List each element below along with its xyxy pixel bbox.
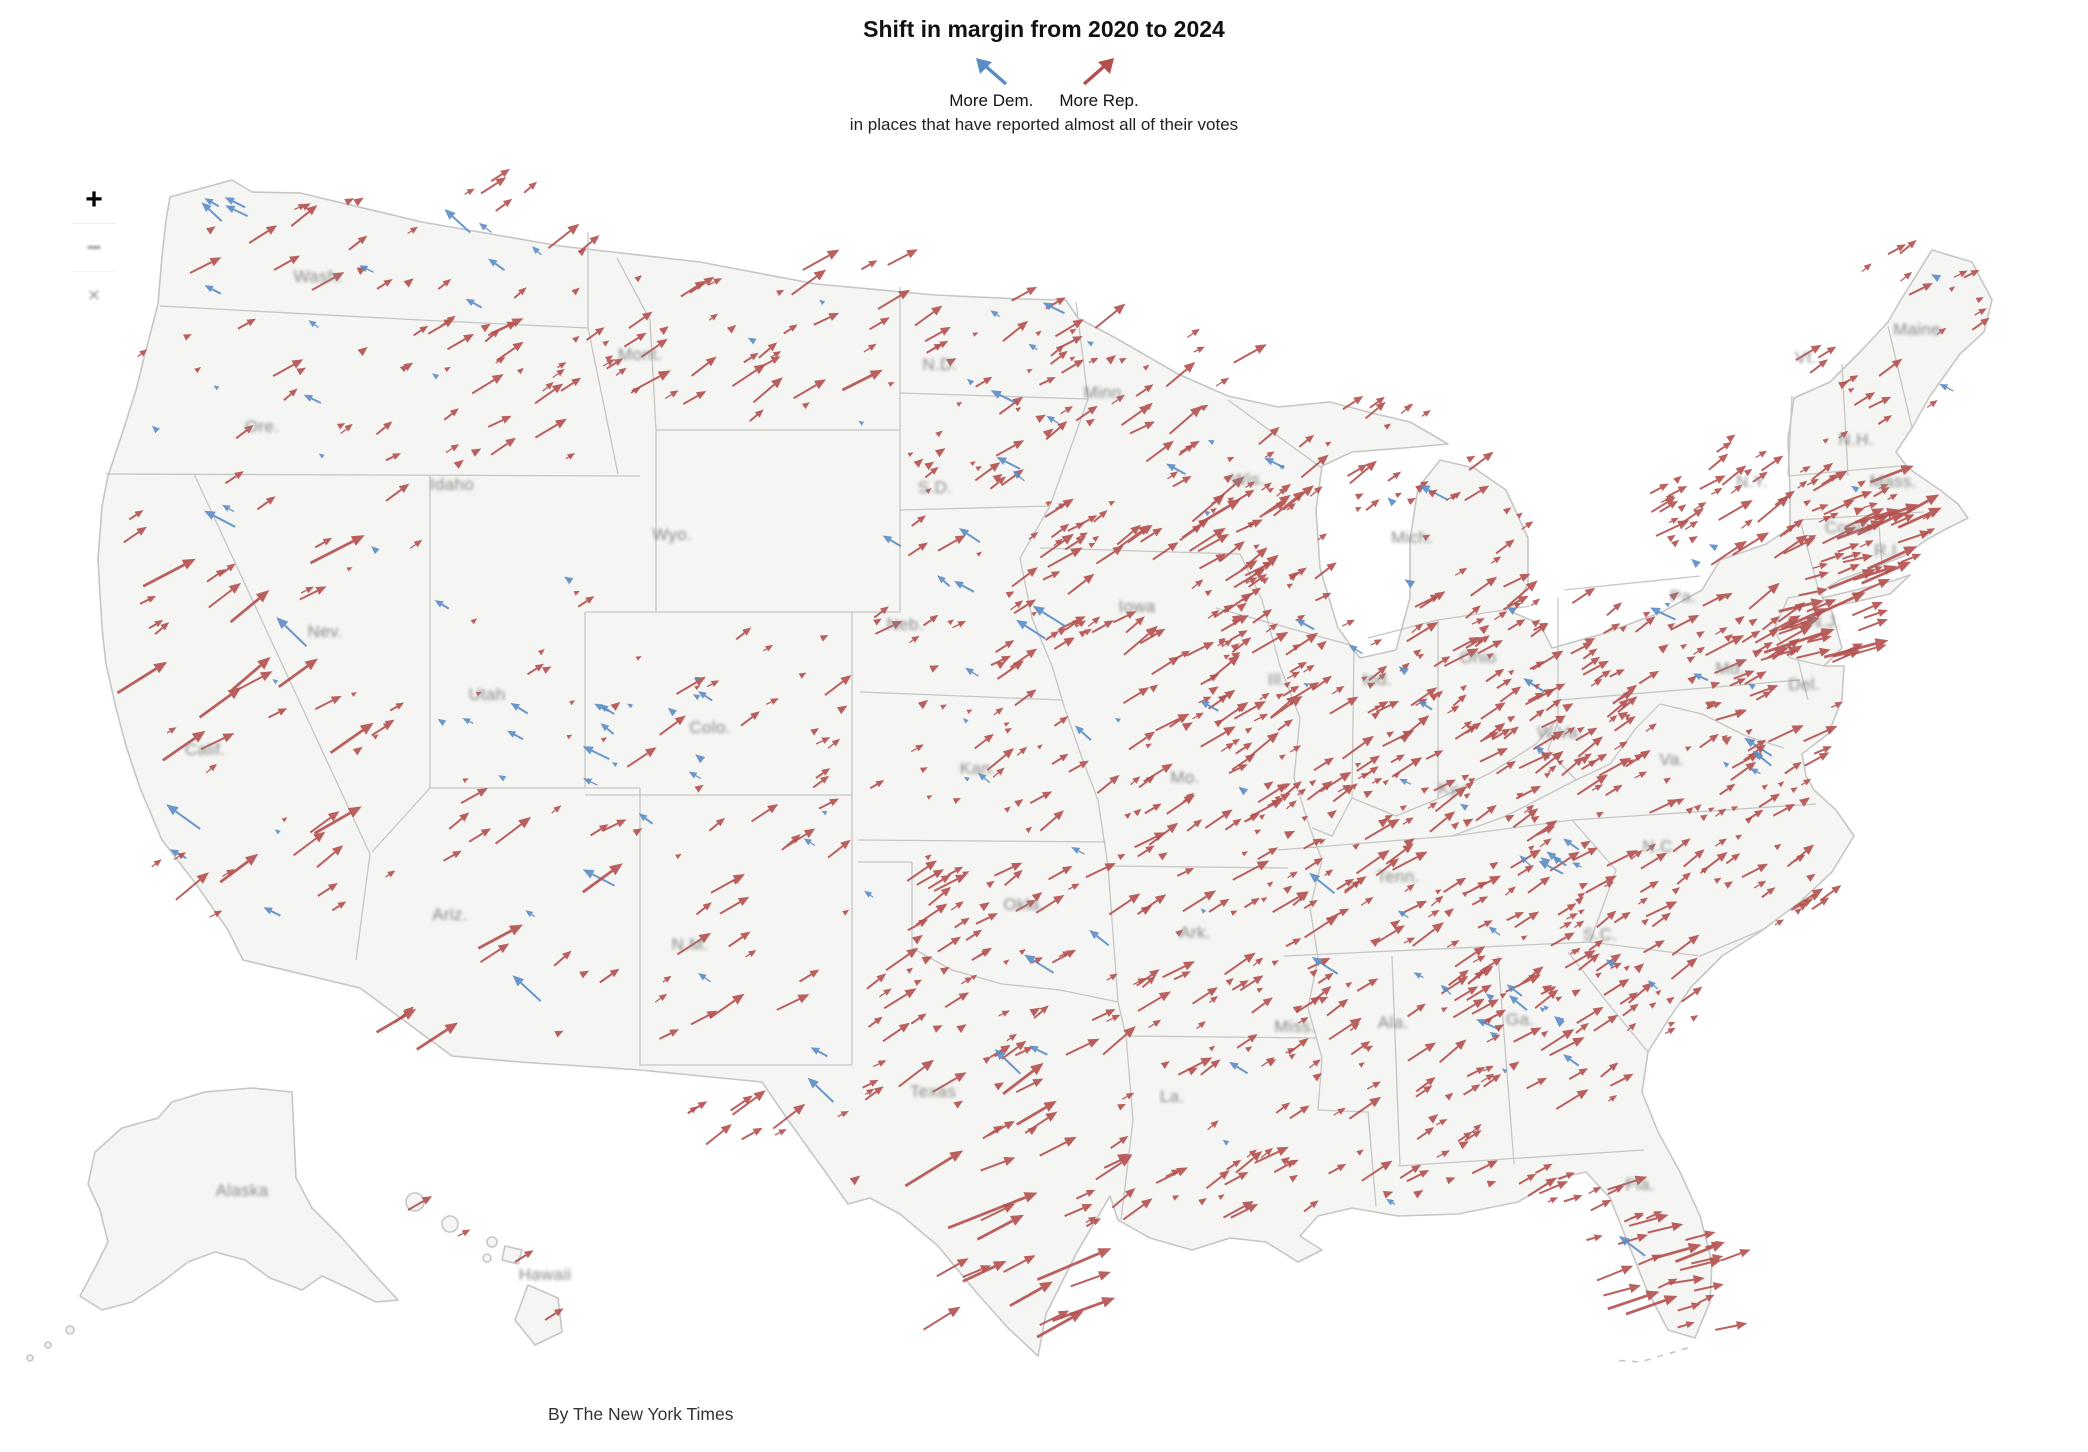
state-label-ala: Ala. — [1378, 1013, 1409, 1032]
state-label-sc: S.C. — [1583, 925, 1617, 944]
state-label-wyo: Wyo. — [652, 525, 692, 544]
state-label-ri: R.I. — [1874, 541, 1902, 560]
state-label-nev: Nev. — [308, 622, 343, 641]
state-label-ill: Ill. — [1268, 670, 1286, 689]
state-label-la: La. — [1160, 1087, 1185, 1106]
hawaii-big-island — [514, 1284, 563, 1346]
state-label-mass: Mass. — [1870, 472, 1917, 491]
controls-divider — [72, 271, 116, 272]
state-label-fla: Fla. — [1625, 1175, 1655, 1194]
state-label-iowa: Iowa — [1118, 597, 1155, 616]
state-label-hawaii: Hawaii — [519, 1265, 572, 1284]
state-label-md: Md. — [1715, 659, 1744, 678]
alaska-outline — [79, 1087, 399, 1311]
state-label-mont: Mont. — [618, 345, 662, 364]
state-label-neb: Neb. — [886, 615, 923, 634]
state-label-vt: Vt. — [1795, 348, 1817, 367]
state-label-mich: Mich. — [1391, 528, 1433, 547]
state-label-sd: S.D. — [918, 478, 952, 497]
state-label-wis: Wis. — [1231, 470, 1265, 489]
state-label-nj: N.J. — [1809, 612, 1840, 631]
aleutian-island — [44, 1341, 52, 1349]
reset-view-button[interactable]: × — [70, 272, 118, 319]
state-label-conn: Conn. — [1825, 518, 1872, 537]
state-label-tenn: Tenn. — [1376, 867, 1419, 886]
state-label-miss: Miss. — [1274, 1017, 1315, 1036]
state-label-wva: W.Va. — [1537, 723, 1583, 742]
state-label-minn: Minn. — [1083, 383, 1126, 402]
state-label-nc: N.C. — [1642, 837, 1677, 856]
hawaii-lanai — [482, 1253, 492, 1263]
controls-divider — [72, 223, 116, 224]
state-label-ohio: Ohio — [1459, 648, 1496, 667]
dem-shift-arrow-tails — [228, 227, 1954, 1205]
state-label-texas: Texas — [910, 1082, 956, 1101]
state-label-del: Del. — [1788, 675, 1819, 694]
state-label-okla: Okla. — [1003, 895, 1044, 914]
state-label-ga: Ga. — [1506, 1010, 1534, 1029]
state-label-wash: Wash. — [293, 267, 342, 286]
state-label-nd: N.D. — [922, 355, 957, 374]
byline: By The New York Times — [548, 1404, 734, 1424]
zoom-out-button[interactable]: − — [70, 224, 118, 271]
hawaii-oahu — [441, 1215, 459, 1233]
hawaii-molokai — [486, 1236, 498, 1248]
map-zoom-controls: + − × — [70, 176, 118, 319]
state-label-idaho: Idaho — [430, 475, 474, 494]
aleutian-island — [65, 1325, 75, 1335]
lower48-outline — [97, 179, 1993, 1357]
county-shift-arrows — [116, 169, 1990, 1339]
state-label-mo: Mo. — [1170, 768, 1199, 787]
state-label-alaska: Alaska — [216, 1181, 269, 1200]
hawaii-maui — [501, 1245, 523, 1265]
state-label-ny: N.Y. — [1736, 472, 1768, 491]
state-label-maine: Maine — [1893, 320, 1941, 339]
state-label-calif: Calif. — [185, 740, 226, 759]
state-label-ind: Ind. — [1362, 670, 1392, 689]
state-label-layer: Wash. Ore. Idaho Mont. N.D. Minn. Wis. Mich. S.D… — [185, 267, 1941, 1284]
state-label-pa: Pa. — [1670, 587, 1696, 606]
zoom-in-button[interactable]: + — [70, 176, 118, 223]
land-layer — [26, 179, 1993, 1363]
state-label-ariz: Ariz. — [432, 905, 468, 924]
state-label-nh: N.H. — [1838, 430, 1873, 449]
florida-keys — [1611, 1347, 1689, 1363]
state-label-kan: Kan. — [960, 759, 996, 778]
state-label-utah: Utah — [468, 685, 505, 704]
state-label-ark: Ark. — [1179, 923, 1210, 942]
hawaii-kauai — [405, 1192, 425, 1212]
state-label-va: Va. — [1659, 750, 1684, 769]
rep-shift-arrow-tails — [137, 191, 1981, 1237]
state-label-colo: Colo. — [689, 718, 730, 737]
state-label-ky: Ky. — [1438, 779, 1462, 798]
state-label-ore: Ore. — [245, 417, 279, 436]
state-label-nm: N.M. — [671, 935, 708, 954]
aleutian-island — [26, 1354, 34, 1362]
